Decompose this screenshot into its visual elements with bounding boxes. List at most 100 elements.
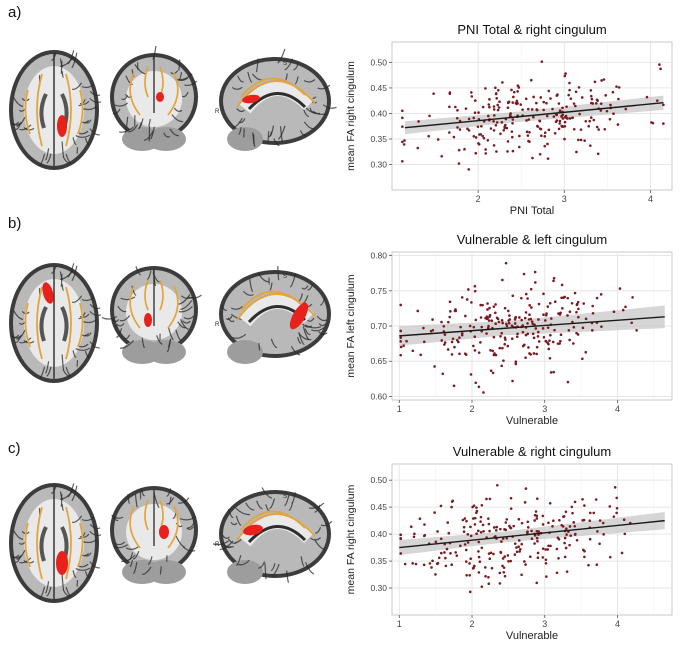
data-point	[535, 102, 538, 105]
data-point	[501, 279, 504, 282]
data-point	[458, 149, 461, 152]
data-point	[567, 94, 570, 97]
data-point	[416, 310, 419, 313]
data-point	[449, 92, 452, 95]
data-point	[556, 571, 559, 574]
data-point	[603, 78, 606, 81]
data-point	[484, 152, 487, 155]
sagittal-slice: SR	[215, 49, 337, 151]
y-tick-label: 0.75	[370, 286, 387, 296]
data-point	[507, 345, 510, 348]
data-point	[551, 525, 554, 528]
data-point	[559, 340, 562, 343]
data-point	[487, 576, 490, 579]
data-point	[563, 75, 566, 78]
data-point	[516, 550, 519, 553]
data-point	[617, 98, 620, 101]
data-point	[550, 371, 553, 374]
x-tick-label: 2	[469, 619, 474, 629]
data-point	[521, 522, 524, 525]
data-point	[399, 340, 402, 343]
data-point	[469, 591, 472, 594]
data-point	[578, 86, 581, 89]
data-point	[545, 312, 548, 315]
data-point	[658, 63, 661, 66]
data-point	[624, 306, 627, 309]
orientation-marker-s: S	[283, 494, 287, 500]
data-point	[646, 96, 649, 99]
data-point	[512, 118, 515, 121]
orientation-marker-r: R	[215, 109, 220, 115]
y-tick-label: 0.70	[370, 321, 387, 331]
data-point	[467, 168, 470, 171]
data-point	[532, 116, 535, 119]
data-point	[493, 114, 496, 117]
data-point	[545, 575, 548, 578]
chart-title: Vulnerable & right cingulum	[453, 444, 612, 459]
data-point	[482, 530, 485, 533]
data-point	[573, 326, 576, 329]
highlight-region	[144, 313, 152, 327]
data-point	[401, 141, 404, 144]
data-point	[419, 354, 422, 357]
data-point	[515, 360, 518, 363]
data-point	[565, 533, 568, 536]
data-point	[447, 532, 450, 535]
data-point	[509, 560, 512, 563]
data-point	[475, 506, 478, 509]
data-point	[509, 318, 512, 321]
axial-slice	[9, 263, 101, 383]
data-point	[544, 319, 547, 322]
highlight-region	[159, 525, 169, 539]
highlight-region	[57, 115, 67, 137]
data-point	[412, 349, 415, 352]
data-point	[405, 340, 408, 343]
data-point	[499, 572, 502, 575]
data-point	[537, 335, 540, 338]
data-point	[529, 555, 532, 558]
data-point	[479, 560, 482, 563]
data-point	[456, 339, 459, 342]
data-point	[493, 144, 496, 147]
highlight-region	[156, 92, 164, 102]
data-point	[528, 131, 531, 134]
data-point	[533, 352, 536, 355]
data-point	[522, 331, 525, 334]
data-point	[558, 519, 561, 522]
data-point	[438, 557, 441, 560]
data-point	[474, 111, 477, 114]
data-point	[581, 357, 584, 360]
data-point	[621, 552, 624, 555]
data-point	[511, 324, 514, 327]
coronal-slice	[110, 486, 198, 584]
data-point	[465, 574, 468, 577]
data-point	[493, 526, 496, 529]
data-point	[449, 301, 452, 304]
data-point	[553, 277, 556, 280]
data-point	[526, 322, 529, 325]
data-point	[500, 540, 503, 543]
data-point	[399, 552, 402, 555]
data-point	[495, 526, 498, 529]
data-point	[523, 273, 526, 276]
data-point	[511, 101, 514, 104]
data-point	[532, 333, 535, 336]
data-point	[492, 553, 495, 556]
data-point	[531, 157, 534, 160]
brain-slices-a-image: SR	[2, 35, 337, 185]
data-point	[399, 336, 402, 339]
data-point	[568, 339, 571, 342]
data-point	[600, 325, 603, 328]
data-point	[468, 129, 471, 132]
data-point	[452, 337, 455, 340]
data-point	[490, 127, 493, 130]
data-point	[464, 543, 467, 546]
data-point	[444, 341, 447, 344]
data-point	[449, 310, 452, 313]
data-point	[531, 108, 534, 111]
data-point	[513, 91, 516, 94]
data-point	[622, 309, 625, 312]
data-point	[483, 137, 486, 140]
data-point	[477, 142, 480, 145]
